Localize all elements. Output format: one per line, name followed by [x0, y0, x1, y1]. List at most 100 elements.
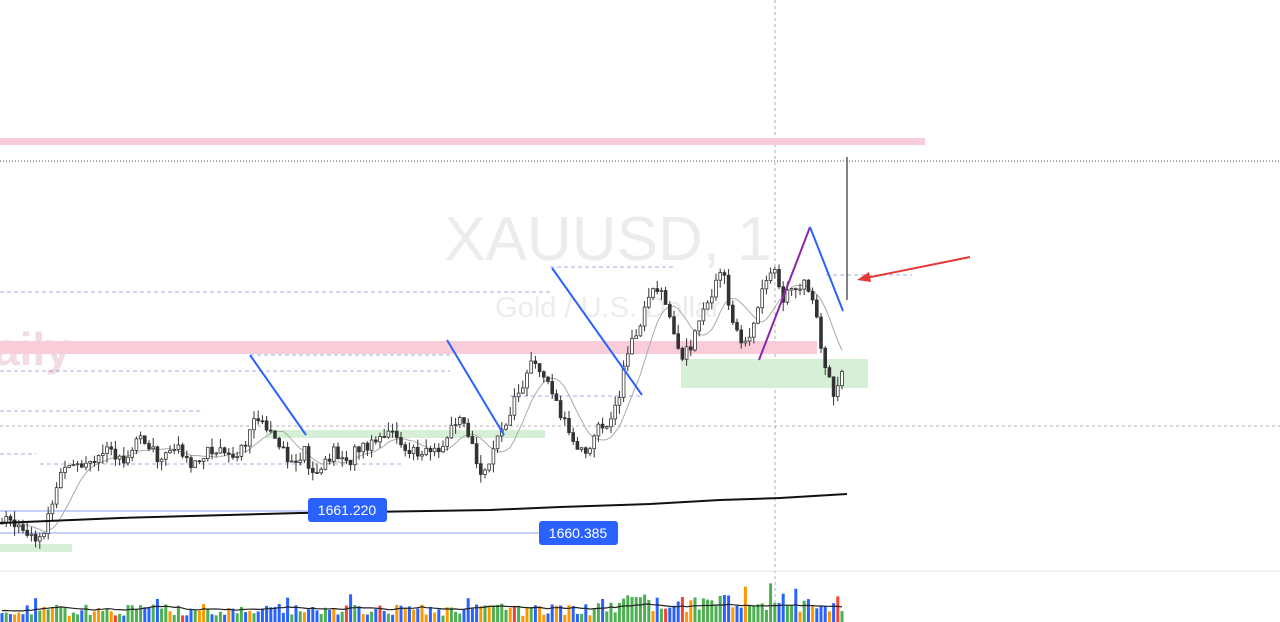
candle[interactable] [617, 390, 622, 414]
candle[interactable] [773, 266, 777, 279]
candle[interactable] [550, 373, 554, 400]
candle[interactable] [327, 453, 332, 465]
candle[interactable] [693, 329, 697, 352]
candle[interactable] [88, 460, 93, 472]
candle[interactable] [390, 423, 395, 438]
price-badge-1660[interactable]: 1660.385 [539, 521, 618, 545]
candle[interactable] [302, 446, 307, 464]
candle[interactable] [474, 436, 479, 469]
candle[interactable] [567, 411, 571, 436]
candle[interactable] [600, 417, 605, 434]
candle[interactable] [752, 321, 756, 344]
candle[interactable] [25, 521, 29, 538]
candle[interactable] [8, 514, 13, 527]
candle[interactable] [407, 442, 412, 459]
candle[interactable] [340, 451, 344, 467]
candle[interactable] [336, 442, 340, 460]
candle[interactable] [415, 439, 420, 461]
candle[interactable] [701, 302, 706, 326]
candle[interactable] [243, 440, 248, 453]
candle[interactable] [67, 465, 72, 469]
candle[interactable] [453, 417, 458, 434]
candle[interactable] [731, 300, 735, 325]
candle[interactable] [529, 352, 533, 374]
candle[interactable] [46, 506, 50, 540]
candle[interactable] [768, 267, 773, 284]
candle[interactable] [394, 422, 399, 444]
candle[interactable] [365, 441, 370, 457]
candle[interactable] [605, 425, 609, 430]
candle[interactable] [42, 532, 46, 540]
candle[interactable] [138, 431, 143, 445]
candle[interactable] [231, 446, 235, 460]
candle[interactable] [588, 446, 592, 457]
candle[interactable] [634, 329, 638, 339]
candle[interactable] [432, 443, 437, 457]
candle[interactable] [361, 442, 365, 459]
candle[interactable] [298, 452, 302, 466]
candle[interactable] [189, 455, 193, 473]
candle[interactable] [647, 288, 651, 309]
candle[interactable] [436, 443, 441, 459]
candle[interactable] [697, 320, 701, 337]
resistance-zone-top[interactable] [0, 138, 925, 145]
candle[interactable] [285, 441, 290, 469]
candle[interactable] [75, 460, 80, 472]
candle[interactable] [163, 451, 168, 466]
candle[interactable] [756, 306, 760, 325]
support-zone-left[interactable] [0, 544, 72, 552]
candle[interactable] [80, 459, 84, 469]
candle[interactable] [579, 447, 584, 452]
candle[interactable] [642, 300, 647, 332]
candle[interactable] [134, 436, 139, 455]
candle[interactable] [348, 459, 353, 471]
candle[interactable] [428, 445, 433, 461]
candle[interactable] [344, 450, 349, 465]
candle[interactable] [663, 286, 668, 305]
candle[interactable] [319, 466, 323, 476]
candle[interactable] [827, 365, 832, 378]
candle[interactable] [571, 427, 575, 445]
candle[interactable] [466, 418, 470, 439]
candle[interactable] [193, 459, 198, 469]
candle[interactable] [575, 436, 580, 450]
candle[interactable] [151, 437, 156, 453]
candle[interactable] [184, 450, 189, 463]
candle[interactable] [810, 287, 815, 305]
arrow-annotation[interactable] [857, 256, 971, 282]
candle[interactable] [373, 436, 378, 445]
candle[interactable] [626, 346, 630, 372]
candle[interactable] [705, 300, 710, 310]
candle[interactable] [399, 432, 403, 448]
candle[interactable] [836, 376, 840, 402]
candle[interactable] [655, 280, 659, 295]
candle[interactable] [596, 421, 601, 443]
candle[interactable] [352, 444, 357, 471]
candle[interactable] [789, 287, 794, 297]
candle[interactable] [101, 444, 105, 464]
candle[interactable] [764, 275, 769, 295]
candle[interactable] [563, 411, 567, 426]
candle[interactable] [226, 448, 231, 463]
candle[interactable] [214, 451, 219, 457]
candle[interactable] [369, 435, 374, 458]
candle[interactable] [210, 438, 214, 460]
candle[interactable] [29, 527, 34, 542]
candle[interactable] [760, 279, 764, 314]
candle[interactable] [483, 467, 487, 479]
candle[interactable] [508, 406, 512, 426]
candle[interactable] [739, 325, 743, 349]
candle[interactable] [159, 457, 164, 471]
candle[interactable] [260, 415, 265, 425]
candle[interactable] [180, 442, 185, 459]
candle[interactable] [54, 482, 59, 509]
candle[interactable] [457, 415, 462, 428]
candle[interactable] [794, 287, 798, 299]
candle[interactable] [424, 439, 428, 457]
candle[interactable] [113, 440, 118, 466]
candle[interactable] [130, 447, 135, 462]
candle[interactable] [542, 370, 546, 383]
candle[interactable] [109, 441, 114, 456]
candle[interactable] [92, 455, 97, 467]
candle[interactable] [802, 279, 806, 296]
